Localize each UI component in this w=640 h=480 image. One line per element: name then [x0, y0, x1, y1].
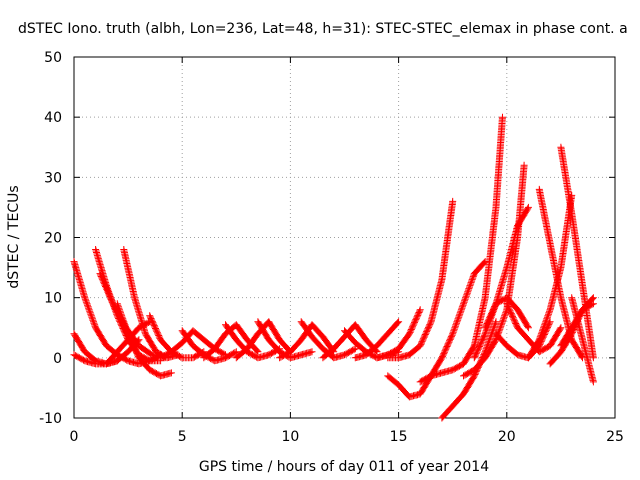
data-point-markers: [557, 143, 597, 362]
data-series: [557, 143, 597, 362]
data-series: [481, 294, 532, 332]
y-tick-label: -10: [39, 411, 62, 427]
data-point-markers: [103, 318, 154, 368]
data-series: [568, 294, 597, 386]
data-series: [416, 113, 506, 386]
data-point-markers: [178, 327, 240, 365]
x-axis-label: GPS time / hours of day 011 of year 2014: [199, 459, 489, 475]
y-tick-label: 20: [44, 231, 62, 247]
data-series: [384, 372, 435, 401]
grid-lines: [74, 57, 615, 418]
data-series: [384, 197, 457, 362]
data-series: [157, 327, 229, 362]
x-tick-label: 0: [70, 429, 79, 445]
axis-ticks: 0 5 10 15 20 25 -10 0 10 20 30 40 50: [39, 50, 624, 445]
data-point-markers: [113, 300, 175, 380]
data-point-markers: [568, 294, 597, 386]
y-tick-label: 30: [44, 170, 62, 186]
data-point-markers: [384, 197, 457, 362]
y-axis-label: dSTEC / TECUs: [6, 185, 22, 288]
data-series: [351, 318, 403, 362]
x-tick-label: 20: [498, 429, 516, 445]
y-tick-label: 40: [44, 110, 62, 126]
data-series: [113, 300, 175, 380]
data-series: [427, 258, 489, 380]
data-series: [178, 327, 240, 365]
data-point-markers: [427, 258, 489, 380]
x-tick-label: 25: [606, 429, 624, 445]
y-tick-label: 10: [44, 291, 62, 307]
data-point-markers: [276, 321, 338, 362]
data-points: [70, 113, 597, 422]
chart-title: dSTEC Iono. truth (albh, Lon=236, Lat=48…: [18, 21, 628, 37]
data-series: [103, 318, 154, 368]
y-tick-label: 50: [44, 50, 62, 66]
x-tick-label: 10: [281, 429, 299, 445]
data-point-markers: [351, 318, 403, 362]
data-series: [535, 185, 586, 362]
data-point-markers: [157, 327, 229, 362]
data-series: [276, 321, 338, 362]
data-point-markers: [384, 372, 435, 401]
x-tick-label: 15: [390, 429, 408, 445]
data-point-markers: [416, 113, 506, 386]
data-series: [373, 306, 424, 362]
data-point-markers: [535, 185, 586, 362]
plot-frame: [73, 56, 616, 419]
data-point-markers: [481, 294, 532, 332]
y-tick-label: 0: [53, 351, 62, 367]
data-point-markers: [373, 306, 424, 362]
x-tick-label: 5: [178, 429, 187, 445]
